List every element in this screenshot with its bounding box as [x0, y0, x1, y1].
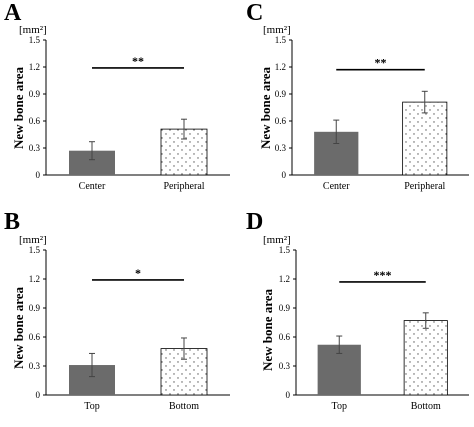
y-tick-label: 0.6 — [29, 116, 41, 126]
y-tick-label: 0.9 — [29, 303, 41, 313]
panel-c-letter: C — [246, 0, 263, 26]
x-category-label: Bottom — [411, 401, 441, 412]
panel-d-ylabel: New bone area — [260, 288, 275, 371]
panel-d-letter: D — [246, 209, 263, 235]
panel-b: B [mm²] New bone area 0 0.3 0.6 0.9 1.2 1.5 To… — [4, 209, 230, 412]
y-tick-label: 1.5 — [29, 245, 41, 255]
panel-d-unit: [mm²] — [263, 234, 291, 246]
x-category-label: Peripheral — [404, 181, 445, 192]
panel-c: C [mm²] New bone area 0 0.3 0.6 0.9 1.2 1.5 Ce… — [246, 0, 469, 192]
x-category-label: Center — [79, 181, 106, 192]
panel-c-plot: 0 0.3 0.6 0.9 1.2 1.5 Center Peripheral ** — [275, 35, 469, 192]
y-tick-label: 1.5 — [275, 35, 287, 45]
panel-a-letter: A — [4, 0, 22, 26]
y-tick-label: 0.9 — [275, 89, 287, 99]
y-tick-label: 0 — [36, 170, 41, 180]
panel-a-unit: [mm²] — [19, 24, 47, 36]
significance-marker: ** — [132, 54, 144, 68]
y-tick-label: 1.5 — [29, 35, 41, 45]
x-category-label: Top — [84, 401, 99, 412]
x-category-label: Top — [332, 401, 347, 412]
y-tick-label: 0.9 — [29, 89, 41, 99]
bar — [402, 101, 448, 176]
y-tick-label: 0.6 — [279, 332, 291, 342]
y-tick-label: 0 — [36, 390, 41, 400]
panel-b-ylabel: New bone area — [11, 286, 26, 369]
panel-b-letter: B — [4, 209, 20, 235]
significance-marker: * — [135, 266, 141, 280]
y-tick-label: 1.2 — [29, 274, 40, 284]
x-category-label: Peripheral — [163, 181, 204, 192]
panel-a: A [mm²] New bone area 0 0.3 0.6 0.9 1.2 1.5 Ce… — [4, 0, 230, 192]
y-tick-label: 0 — [282, 170, 287, 180]
panel-d: D [mm²] New bone area 0 0.3 0.6 0.9 1.2 1.5 To… — [246, 209, 469, 412]
panel-b-unit: [mm²] — [19, 234, 47, 246]
panel-a-plot: 0 0.3 0.6 0.9 1.2 1.5 Center Peripheral ** — [29, 35, 230, 192]
significance-marker: ** — [375, 56, 387, 70]
y-tick-label: 0.3 — [275, 143, 287, 153]
y-tick-label: 0.9 — [279, 303, 291, 313]
significance-marker: *** — [374, 268, 392, 282]
y-tick-label: 1.2 — [29, 62, 40, 72]
panel-b-plot: 0 0.3 0.6 0.9 1.2 1.5 Top Bottom * — [29, 245, 230, 412]
y-tick-label: 0.3 — [279, 361, 291, 371]
panel-c-unit: [mm²] — [263, 24, 291, 36]
panel-d-plot: 0 0.3 0.6 0.9 1.2 1.5 Top Bottom *** — [279, 245, 469, 412]
bar — [403, 320, 448, 396]
y-tick-label: 1.5 — [279, 245, 291, 255]
y-tick-label: 1.2 — [279, 274, 290, 284]
y-tick-label: 0 — [286, 390, 291, 400]
y-tick-label: 0.3 — [29, 361, 41, 371]
x-category-label: Bottom — [169, 401, 199, 412]
panel-a-ylabel: New bone area — [11, 66, 26, 149]
panel-c-ylabel: New bone area — [258, 66, 273, 149]
y-tick-label: 0.6 — [29, 332, 41, 342]
y-tick-label: 0.3 — [29, 143, 41, 153]
y-tick-label: 1.2 — [275, 62, 286, 72]
x-category-label: Center — [323, 181, 350, 192]
y-tick-label: 0.6 — [275, 116, 287, 126]
